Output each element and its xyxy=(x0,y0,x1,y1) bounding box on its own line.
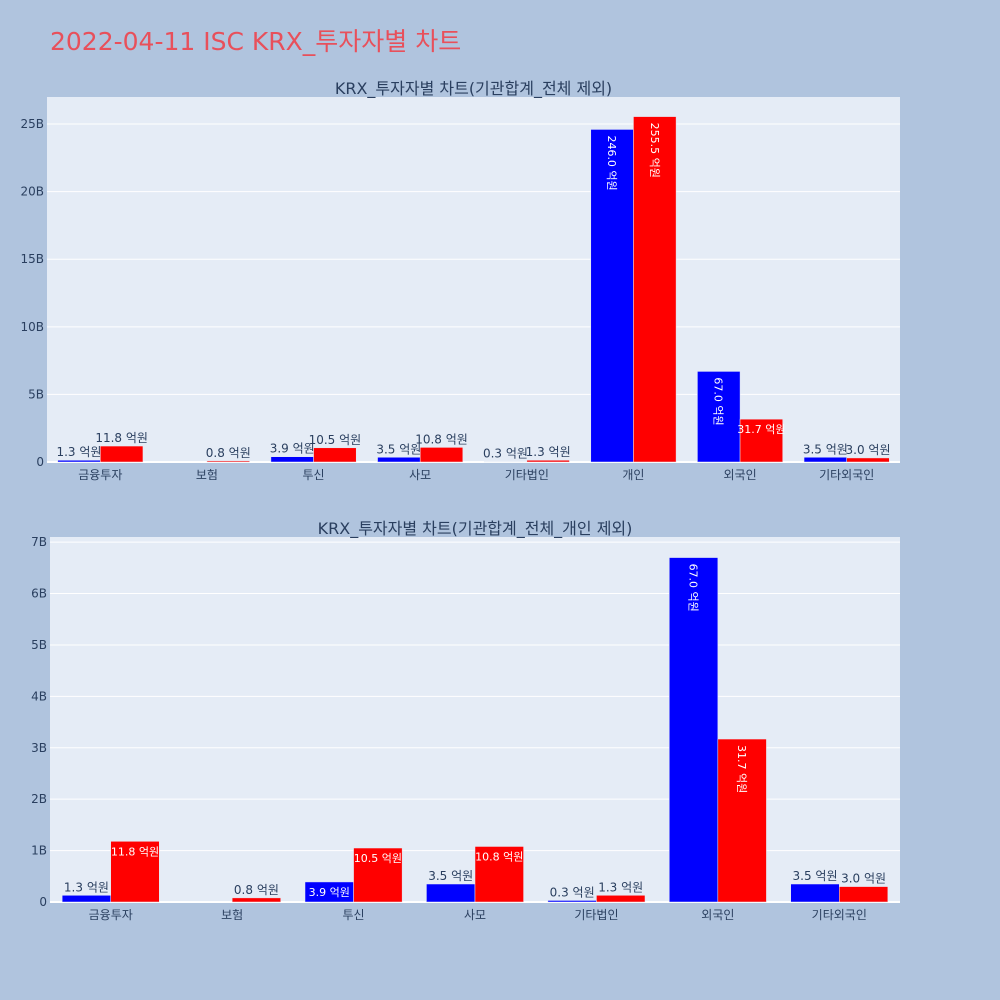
data-label: 3.0 억원 xyxy=(846,443,891,457)
bar-sell xyxy=(717,738,767,903)
data-label: 1.3 억원 xyxy=(526,445,571,459)
data-label: 0.3 억원 xyxy=(550,885,595,899)
bar-sell xyxy=(100,445,144,463)
x-tick-label: 투신 xyxy=(343,908,365,922)
data-label: 10.5 억원 xyxy=(354,852,402,865)
page-title: 2022-04-11 ISC KRX_투자자별 차트 xyxy=(50,27,462,56)
bar-sell xyxy=(110,841,160,903)
x-tick-label: 사모 xyxy=(464,908,486,922)
bar-buy xyxy=(270,456,314,463)
data-label: 3.5 억원 xyxy=(376,442,421,456)
x-tick-label: 개인 xyxy=(622,468,644,482)
data-label: 3.0 억원 xyxy=(841,872,886,886)
y-tick-label: 5B xyxy=(28,387,44,401)
bar-buy xyxy=(547,900,597,903)
bar-sell xyxy=(596,895,646,903)
x-tick-label: 보험 xyxy=(221,908,243,922)
x-tick-label: 외국인 xyxy=(724,468,757,482)
x-tick-label: 투신 xyxy=(303,468,325,482)
y-tick-label: 6B xyxy=(31,587,47,601)
data-label: 67.0 억원 xyxy=(712,377,725,425)
data-label: 3.5 억원 xyxy=(803,442,848,456)
y-tick-label: 15B xyxy=(20,252,44,266)
y-tick-label: 5B xyxy=(31,638,47,652)
y-tick-label: 3B xyxy=(31,741,47,755)
x-tick-label: 금융투자 xyxy=(78,468,122,482)
bar-buy xyxy=(790,883,840,903)
data-label: 0.3 억원 xyxy=(483,447,528,461)
bar-buy xyxy=(697,371,741,463)
bar-sell xyxy=(846,457,890,463)
bar-buy xyxy=(57,459,101,463)
chart-top: KRX_투자자별 차트(기관합계_전체 제외) 0 5B 10B 15B 20B 25B 금융… xyxy=(20,79,900,482)
data-label: 31.7 억원 xyxy=(737,423,785,436)
data-label: 1.3 억원 xyxy=(598,880,643,894)
data-label: 255.5 억원 xyxy=(648,123,661,178)
y-tick-label: 2B xyxy=(31,792,47,806)
y-tick-label: 1B xyxy=(31,844,47,858)
x-tick-label: 보험 xyxy=(196,468,218,482)
y-tick-label: 0 xyxy=(39,895,47,909)
bar-sell xyxy=(526,459,570,463)
x-tick-label: 기타외국인 xyxy=(812,908,867,922)
x-tick-label: 기타법인 xyxy=(505,468,549,482)
x-tick-label: 외국인 xyxy=(701,908,734,922)
y-tick-label: 0 xyxy=(36,455,44,469)
data-label: 31.7 억원 xyxy=(735,745,748,793)
y-tick-label: 4B xyxy=(31,689,47,703)
data-label: 3.9 억원 xyxy=(309,886,350,899)
bar-buy xyxy=(669,557,719,903)
bar-buy xyxy=(61,895,111,903)
chart-title: KRX_투자자별 차트(기관합계_전체 제외) xyxy=(335,79,612,99)
data-label: 1.3 억원 xyxy=(64,880,109,894)
y-tick-label: 10B xyxy=(20,320,44,334)
bar-buy xyxy=(590,129,634,463)
bar-sell xyxy=(206,460,250,463)
bar-buy xyxy=(803,457,847,463)
x-tick-label: 기타법인 xyxy=(574,908,618,922)
bar-sell xyxy=(474,846,524,903)
data-label: 11.8 억원 xyxy=(95,431,148,445)
data-label: 10.8 억원 xyxy=(415,432,468,446)
bar-sell xyxy=(313,447,357,463)
x-tick-label: 사모 xyxy=(409,468,431,482)
data-label: 10.8 억원 xyxy=(475,850,523,863)
bar-sell xyxy=(839,886,889,903)
y-tick-label: 25B xyxy=(20,117,44,131)
chart-bottom: KRX_투자자별 차트(기관합계_전체_개인 제외) 0 1B 2B 3B 4B 5B 6B 7… xyxy=(31,519,900,922)
data-label: 1.3 억원 xyxy=(56,445,101,459)
bar-sell xyxy=(231,897,281,903)
data-label: 0.8 억원 xyxy=(206,446,251,460)
data-label: 67.0 억원 xyxy=(687,564,700,612)
y-tick-label: 7B xyxy=(31,535,47,549)
bar-sell xyxy=(353,847,403,903)
data-label: 0.8 억원 xyxy=(234,883,279,897)
bar-buy xyxy=(426,883,476,903)
y-tick-label: 20B xyxy=(20,185,44,199)
data-label: 3.5 억원 xyxy=(793,869,838,883)
data-label: 246.0 억원 xyxy=(605,135,618,190)
bar-sell xyxy=(633,116,677,463)
chart-title: KRX_투자자별 차트(기관합계_전체_개인 제외) xyxy=(318,519,633,539)
data-label: 3.9 억원 xyxy=(270,442,315,456)
bar-sell xyxy=(739,418,783,463)
bar-sell xyxy=(419,447,464,463)
data-label: 11.8 억원 xyxy=(111,845,159,858)
x-tick-label: 금융투자 xyxy=(89,908,133,922)
data-label: 3.5 억원 xyxy=(428,869,473,883)
data-label: 10.5 억원 xyxy=(309,433,362,447)
x-tick-label: 기타외국인 xyxy=(819,468,874,482)
plot-area xyxy=(47,97,900,462)
bar-buy xyxy=(377,457,421,463)
